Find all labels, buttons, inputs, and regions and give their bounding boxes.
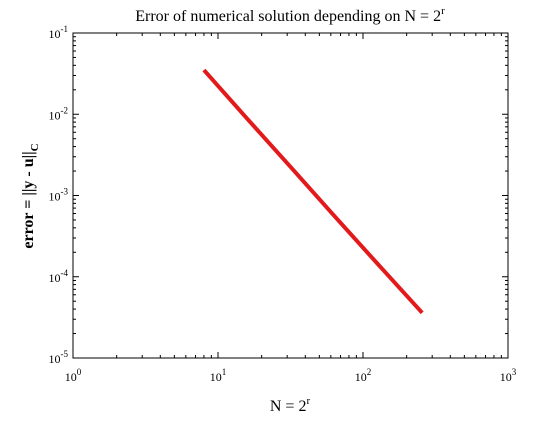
x-tick-label-exponent: 3: [512, 367, 517, 377]
chart-title-text: Error of numerical solution depending on…: [135, 8, 441, 25]
y-tick-label-exponent: -4: [61, 268, 69, 278]
x-tick-label-base: 10: [500, 370, 512, 384]
y-tick-label-base: 10: [49, 27, 61, 41]
y-axis-label-text: error = ||y - u||: [20, 151, 37, 248]
chart-title: Error of numerical solution depending on…: [135, 5, 445, 25]
y-tick-label-base: 10: [49, 108, 61, 122]
x-axis-label-text: N = 2: [270, 398, 307, 415]
x-tick-label-base: 10: [65, 370, 77, 384]
y-axis-label-subscript: C: [29, 143, 41, 151]
y-tick-label-exponent: -3: [61, 187, 69, 197]
y-axis-label: error = ||y - u||C: [20, 143, 41, 248]
x-tick-label: 102: [355, 367, 372, 384]
y-tick-label-base: 10: [49, 271, 61, 285]
y-tick-label: 10-4: [49, 268, 69, 285]
x-tick-label: 103: [500, 367, 517, 384]
x-tick-label-exponent: 1: [222, 367, 227, 377]
x-tick-label-exponent: 0: [77, 367, 82, 377]
y-tick-label-exponent: -2: [61, 105, 69, 115]
y-tick-label: 10-3: [49, 187, 69, 204]
chart-title-superscript: r: [441, 5, 445, 17]
y-tick-label: 10-1: [49, 24, 69, 41]
axes-group: [72, 32, 509, 359]
series-group: [202, 68, 424, 315]
plot-area-frame: [72, 32, 509, 359]
x-tick-label: 101: [210, 367, 227, 384]
x-axis-label-superscript: r: [306, 395, 310, 407]
y-tick-label-exponent: -1: [61, 24, 69, 34]
x-tick-label-exponent: 2: [367, 367, 372, 377]
y-tick-label: 10-2: [49, 105, 69, 122]
y-tick-label: 10-5: [49, 349, 69, 366]
y-tick-label-exponent: -5: [61, 349, 69, 359]
y-tick-label-base: 10: [49, 190, 61, 204]
x-tick-label-base: 10: [210, 370, 222, 384]
x-tick-label: 100: [65, 367, 82, 384]
x-tick-label-base: 10: [355, 370, 367, 384]
x-axis-label: N = 2r: [270, 395, 311, 415]
error-series-line: [202, 68, 424, 315]
y-tick-label-base: 10: [49, 352, 61, 366]
